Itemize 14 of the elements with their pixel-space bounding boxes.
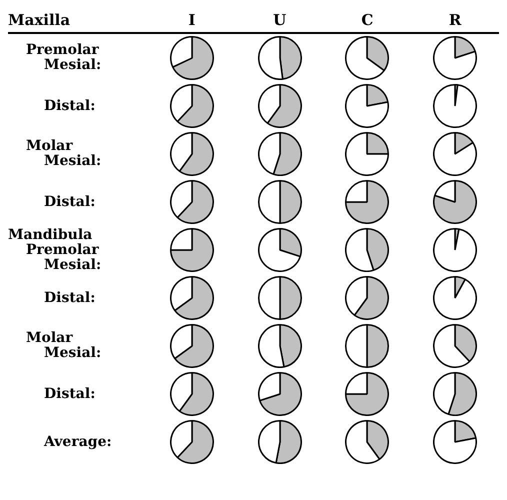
text: Molar Mesial: — [25, 138, 102, 169]
text: Distal: — [43, 290, 96, 306]
text: Distal: — [43, 386, 96, 402]
text: C — [360, 10, 374, 31]
text: Premolar Mesial: — [25, 42, 102, 73]
text: Distal: — [43, 194, 96, 210]
text: U — [272, 10, 288, 31]
text: R — [448, 10, 462, 31]
text: Average: — [42, 434, 113, 450]
text: Molar Mesial: — [25, 330, 102, 361]
text: Maxilla — [8, 10, 72, 31]
text: I — [187, 10, 196, 31]
text: Distal: — [43, 98, 96, 114]
text: Mandibula Premolar Mesial: — [8, 226, 102, 272]
